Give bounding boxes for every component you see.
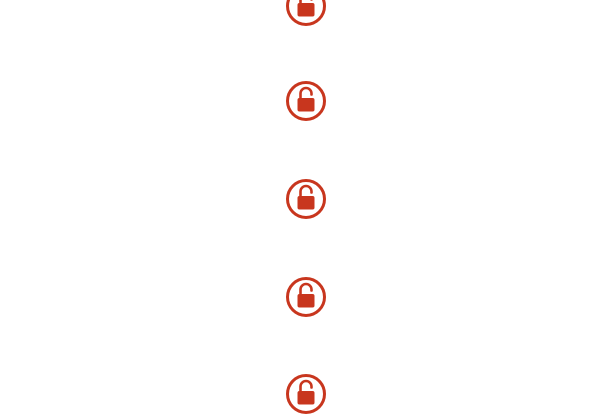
lock-item-4[interactable]	[285, 276, 327, 318]
unlocked-padlock-icon	[286, 0, 326, 26]
unlocked-padlock-icon	[286, 277, 326, 317]
lock-item-5[interactable]	[285, 373, 327, 415]
lock-icon-list	[285, 0, 327, 414]
unlocked-padlock-icon	[286, 81, 326, 121]
unlocked-padlock-icon	[286, 179, 326, 219]
lock-item-3[interactable]	[285, 178, 327, 220]
unlocked-padlock-icon	[286, 374, 326, 414]
lock-item-2[interactable]	[285, 80, 327, 122]
lock-item-1[interactable]	[285, 0, 327, 27]
